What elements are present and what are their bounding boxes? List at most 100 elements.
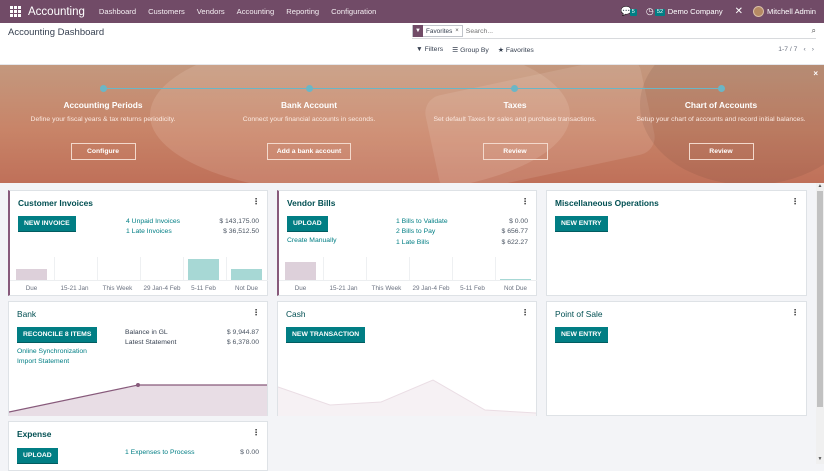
activities-button[interactable]: ◷ 52: [645, 6, 666, 17]
late-invoices-amount: $ 36,512.50: [223, 228, 259, 235]
journal-card-vendor-bills: Vendor Bills ⋮ UPLOAD Create Manually 1 …: [277, 190, 537, 296]
x-label: This Week: [102, 285, 133, 292]
bank-balance-line-chart[interactable]: [9, 372, 267, 416]
app-name[interactable]: Accounting: [28, 5, 85, 18]
menu-customers[interactable]: Customers: [148, 7, 185, 16]
unpaid-invoices-link[interactable]: 4 Unpaid Invoices: [126, 218, 181, 225]
card-title[interactable]: Vendor Bills: [287, 198, 336, 208]
step-dot: [100, 85, 107, 92]
scroll-up-icon[interactable]: ▲: [817, 183, 823, 189]
bar-not-due[interactable]: [500, 279, 531, 280]
card-title[interactable]: Bank: [17, 309, 37, 319]
filters-label: Filters: [424, 46, 444, 53]
x-label: 5-11 Feb: [191, 285, 216, 292]
x-label: 15-21 Jan: [60, 285, 89, 292]
clock-icon: ◷: [645, 6, 654, 16]
latest-statement-label[interactable]: Latest Statement: [125, 339, 177, 346]
create-manually-link[interactable]: Create Manually: [287, 237, 337, 244]
groupby-dropdown[interactable]: ☰ Group By: [452, 46, 489, 54]
configure-button[interactable]: Configure: [70, 143, 136, 160]
activities-count: 52: [654, 9, 666, 16]
new-invoice-button[interactable]: NEW INVOICE: [18, 216, 76, 232]
company-switcher[interactable]: Demo Company: [667, 7, 723, 16]
menu-reporting[interactable]: Reporting: [286, 7, 320, 16]
pager-prev-icon[interactable]: ‹: [803, 46, 806, 53]
late-invoices-link[interactable]: 1 Late Invoices: [126, 228, 172, 235]
star-icon: ★: [497, 47, 506, 54]
search-options: ▼ Filters ☰ Group By ★ Favorites: [416, 46, 534, 54]
new-transaction-button[interactable]: NEW TRANSACTION: [286, 327, 366, 343]
scrollbar-thumb[interactable]: [817, 191, 823, 407]
step-title: Chart of Accounts: [684, 100, 758, 110]
late-bills-link[interactable]: 1 Late Bills: [396, 239, 430, 246]
vertical-scrollbar[interactable]: ▲ ▼: [816, 183, 824, 464]
groupby-label: Group By: [460, 47, 489, 54]
step-taxes: Taxes Set default Taxes for sales and pu…: [425, 100, 605, 160]
kebab-menu-icon[interactable]: ⋮: [791, 197, 799, 206]
kebab-menu-icon[interactable]: ⋮: [521, 197, 529, 206]
messages-button[interactable]: 💬 5: [621, 6, 637, 17]
onboarding-banner: × Accounting Periods Define your fiscal …: [0, 65, 824, 183]
menu-vendors[interactable]: Vendors: [196, 7, 225, 16]
expenses-amount: $ 0.00: [240, 449, 259, 456]
review-taxes-button[interactable]: Review: [482, 143, 548, 160]
scroll-down-icon[interactable]: ▼: [817, 456, 823, 462]
balance-gl-amount: $ 9,944.87: [226, 329, 259, 336]
step-description: Connect your financial accounts in secon…: [242, 116, 376, 123]
new-entry-button[interactable]: NEW ENTRY: [555, 327, 608, 343]
filters-dropdown[interactable]: ▼ Filters: [416, 46, 443, 54]
bar-due[interactable]: [16, 269, 47, 280]
pager-next-icon[interactable]: ›: [811, 46, 814, 53]
kebab-menu-icon[interactable]: ⋮: [252, 197, 260, 206]
bar-due[interactable]: [285, 262, 316, 280]
debug-tools-icon[interactable]: ✕: [734, 6, 744, 17]
review-chart-button[interactable]: Review: [688, 143, 754, 160]
main-navbar: Accounting Dashboard Customers Vendors A…: [0, 0, 824, 23]
messages-count: 5: [629, 9, 637, 16]
online-sync-link[interactable]: Online Synchronization: [17, 348, 87, 355]
user-menu[interactable]: Mitchell Admin: [767, 7, 816, 16]
search-icon[interactable]: ⌕: [811, 26, 816, 35]
facet-remove-button[interactable]: ×: [455, 28, 459, 34]
card-title[interactable]: Cash: [286, 309, 306, 319]
bills-to-validate-link[interactable]: 1 Bills to Validate: [396, 218, 448, 225]
bills-to-pay-link[interactable]: 2 Bills to Pay: [396, 228, 436, 235]
step-dot: [511, 85, 518, 92]
card-title[interactable]: Miscellaneous Operations: [555, 198, 659, 208]
balance-gl-label[interactable]: Balance in GL: [125, 329, 168, 336]
new-entry-button[interactable]: NEW ENTRY: [555, 216, 608, 232]
add-bank-account-button[interactable]: Add a bank account: [267, 143, 351, 160]
control-panel: Accounting Dashboard ▼ Favorites × ⌕ ▼ F…: [0, 23, 824, 65]
card-title[interactable]: Expense: [17, 429, 52, 439]
x-label: Not Due: [234, 285, 259, 292]
menu-dashboard[interactable]: Dashboard: [98, 7, 137, 16]
favorites-label: Favorites: [505, 47, 534, 54]
kebab-menu-icon[interactable]: ⋮: [252, 308, 260, 317]
cash-line-chart[interactable]: [278, 372, 536, 416]
favorites-dropdown[interactable]: ★ Favorites: [498, 46, 534, 54]
close-icon[interactable]: ×: [813, 69, 818, 78]
step-title: Accounting Periods: [63, 100, 143, 110]
upload-bill-button[interactable]: UPLOAD: [287, 216, 328, 232]
journal-card-bank: Bank ⋮ RECONCILE 8 ITEMS Online Synchron…: [8, 301, 268, 416]
kebab-menu-icon[interactable]: ⋮: [252, 428, 260, 437]
upload-expense-button[interactable]: UPLOAD: [17, 448, 58, 464]
kebab-menu-icon[interactable]: ⋮: [521, 308, 529, 317]
reconcile-button[interactable]: RECONCILE 8 ITEMS: [17, 327, 98, 343]
app-grid-icon[interactable]: [8, 5, 22, 19]
step-dot: [306, 85, 313, 92]
pager-value[interactable]: 1-7 / 7: [778, 46, 798, 53]
menu-configuration[interactable]: Configuration: [331, 7, 377, 16]
bar-5-11-feb[interactable]: [188, 259, 219, 280]
journal-card-cash: Cash ⋮ NEW TRANSACTION: [277, 301, 537, 416]
expenses-to-process-link[interactable]: 1 Expenses to Process: [125, 449, 195, 456]
avatar[interactable]: [753, 6, 765, 17]
step-dot: [718, 85, 725, 92]
card-title[interactable]: Point of Sale: [555, 309, 603, 319]
import-statement-link[interactable]: Import Statement: [17, 358, 70, 365]
bar-not-due[interactable]: [231, 269, 262, 280]
kebab-menu-icon[interactable]: ⋮: [791, 308, 799, 317]
card-title[interactable]: Customer Invoices: [18, 198, 93, 208]
menu-accounting[interactable]: Accounting: [236, 7, 275, 16]
search-input[interactable]: [465, 27, 796, 35]
